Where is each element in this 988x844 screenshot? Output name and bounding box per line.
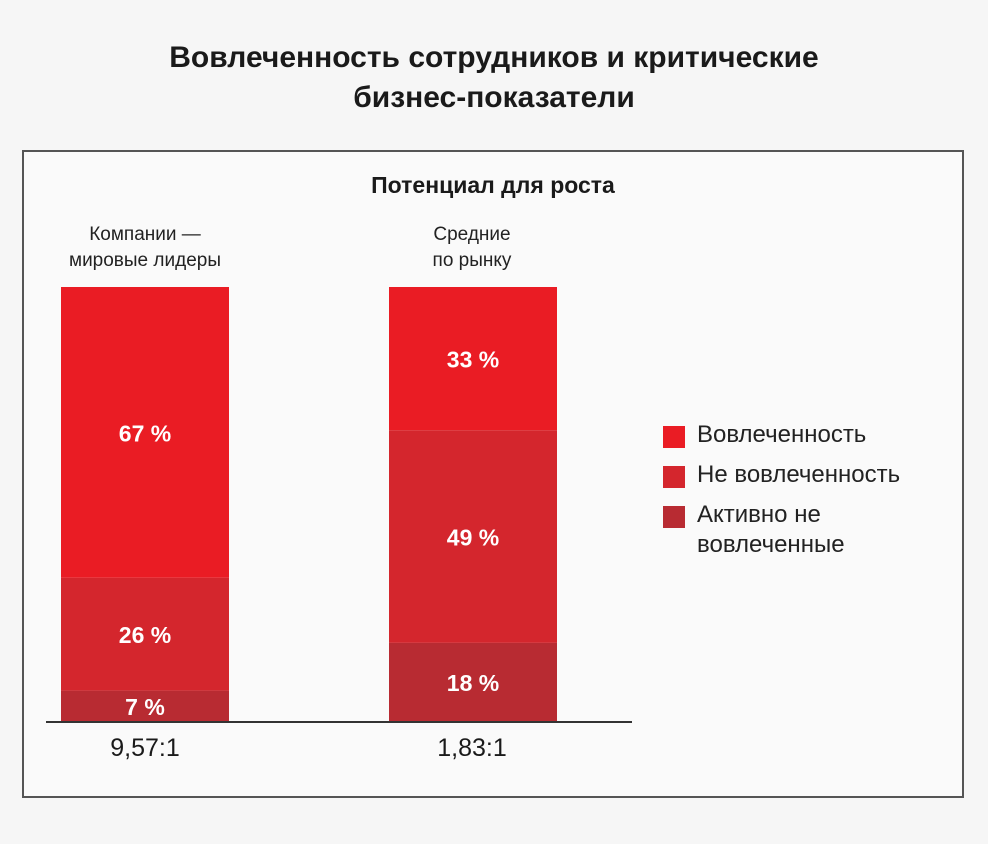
bar-segment-actively-disengaged-0	[61, 690, 229, 721]
chart-title: Потенциал для роста	[371, 172, 615, 198]
bar-segment-not-engaged-0	[61, 577, 229, 691]
legend-item-actively-disengaged: Активно не вовлеченные	[663, 500, 957, 560]
main-title: Вовлеченность сотрудников и критические …	[169, 41, 819, 114]
legend-label-not-engaged: Не вовлеченность	[697, 461, 901, 488]
bar-segment-engaged-0	[61, 287, 229, 578]
data-label-engaged-0: 67 %	[119, 420, 171, 446]
bar-segment-not-engaged-1	[389, 430, 557, 643]
legend-swatch-not-engaged	[663, 466, 685, 488]
ratio-leaders: 9,57:1	[110, 734, 180, 762]
bar-segment-actively-disengaged-1	[389, 642, 557, 721]
legend-label-actively-disengaged: Активно не вовлеченные	[697, 501, 845, 558]
legend-item-engaged: Вовлеченность	[663, 420, 957, 450]
legend-item-not-engaged: Не вовлеченность	[663, 460, 957, 490]
legend: Вовлеченность Не вовлеченность Активно н…	[663, 420, 957, 570]
data-label-actively-disengaged-0: 7 %	[125, 694, 165, 720]
category-label-leaders: Компании — мировые лидеры	[69, 224, 221, 271]
data-label-actively-disengaged-1: 18 %	[447, 670, 499, 696]
legend-swatch-engaged	[663, 426, 685, 448]
data-label-not-engaged-0: 26 %	[119, 622, 171, 648]
legend-label-engaged: Вовлеченность	[697, 421, 867, 448]
legend-swatch-actively-disengaged	[663, 506, 685, 528]
data-label-not-engaged-1: 49 %	[447, 525, 499, 551]
data-label-engaged-1: 33 %	[447, 347, 499, 373]
bar-segment-engaged-1	[389, 287, 557, 431]
category-label-average: Средние по рынку	[432, 224, 512, 271]
ratio-average: 1,83:1	[437, 734, 507, 762]
